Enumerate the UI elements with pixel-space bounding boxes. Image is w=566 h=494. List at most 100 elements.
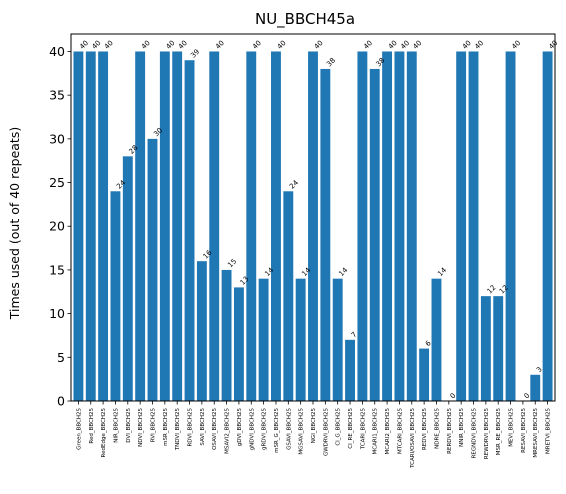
data-label: 30 — [152, 126, 164, 138]
bar — [246, 51, 257, 401]
bar — [258, 278, 269, 401]
x-tick-label: Green_BBCH25 — [76, 408, 82, 450]
x-tick-label: DVI_BBCH25 — [126, 408, 132, 443]
bars-group — [73, 51, 553, 402]
bar — [505, 51, 516, 401]
bar — [85, 51, 96, 401]
data-label: 0 — [523, 392, 532, 401]
data-label: 14 — [436, 266, 448, 278]
bar — [369, 68, 380, 401]
data-label: 0 — [449, 392, 458, 401]
data-label: 3 — [535, 365, 544, 374]
bar — [456, 51, 467, 401]
bar — [122, 156, 133, 401]
data-label: 40 — [214, 39, 226, 51]
data-label: 39 — [189, 48, 201, 60]
y-tick-label: 0 — [57, 394, 65, 409]
data-label: 6 — [424, 339, 433, 348]
data-label: 12 — [486, 284, 498, 296]
data-label: 40 — [399, 39, 411, 51]
bar — [271, 51, 281, 401]
x-tick-label: TCARI_BBCH25 — [360, 408, 366, 451]
y-tick-label: 25 — [49, 175, 65, 190]
x-tick-label: MCARI1_BBCH25 — [373, 408, 379, 455]
x-tick-label: REWDRVI_BBCH25 — [484, 408, 490, 460]
x-tick-label: NGI_BBCH25 — [311, 408, 317, 444]
bar — [357, 51, 368, 401]
bar — [73, 51, 84, 401]
bar — [308, 51, 318, 401]
data-label: 40 — [362, 39, 374, 51]
y-tick-label: 30 — [49, 131, 65, 146]
data-label: 40 — [103, 39, 115, 51]
chart-title: NU_BBCH45a — [255, 10, 355, 29]
x-axis: Green_BBCH25 Red_BBCH25 RedEdge_BBCH25 NIR_… — [76, 401, 552, 469]
bar — [530, 374, 541, 401]
bar — [419, 348, 430, 401]
bar — [184, 60, 195, 402]
x-tick-label: CI_RE_BBCH25 — [348, 408, 354, 449]
data-label: 15 — [226, 257, 238, 269]
y-tick-label: 40 — [49, 44, 65, 59]
bar — [283, 191, 294, 401]
data-label: 40 — [177, 39, 189, 51]
data-label: 40 — [251, 39, 263, 51]
x-tick-label: MGSAVI_BBCH25 — [299, 408, 305, 455]
x-tick-label: gRDVI_BBCH25 — [262, 408, 268, 451]
x-tick-label: NNIR_BBCH25 — [459, 408, 465, 447]
x-tick-label: RVI_BBCH25 — [150, 408, 156, 443]
x-tick-label: GSAVI_BBCH25 — [286, 408, 292, 450]
bar — [135, 51, 146, 401]
bar — [159, 51, 170, 401]
data-label: 40 — [461, 39, 473, 51]
bar — [382, 51, 393, 401]
x-tick-label: MTCARI_BBCH25 — [397, 408, 403, 455]
x-tick-label: NIR_BBCH25 — [113, 408, 119, 443]
x-tick-label: REGNDVI_BBCH25 — [472, 408, 478, 459]
x-tick-label: mSR_G_BBCH25 — [274, 408, 280, 453]
bar — [172, 51, 183, 401]
data-label: 40 — [473, 39, 485, 51]
data-label: 40 — [547, 39, 559, 51]
x-tick-label: NDVI_BBCH25 — [138, 408, 144, 447]
x-tick-label: GWDRVI_BBCH25 — [323, 408, 329, 457]
bar — [295, 278, 306, 401]
x-tick-label: MSAVI2_BBCH25 — [225, 408, 231, 454]
bar — [209, 51, 220, 401]
plot-frame — [70, 33, 556, 402]
data-label: 38 — [325, 56, 337, 68]
bar — [98, 51, 109, 401]
bar — [406, 51, 417, 401]
x-tick-label: Red_BBCH25 — [89, 408, 95, 444]
y-axis-label: Times used (out of 40 repeats) — [7, 127, 22, 320]
x-tick-label: RESAVI_BBCH25 — [521, 407, 527, 452]
bar — [196, 261, 207, 401]
x-tick-label: TNDVI_BBCH25 — [175, 408, 181, 452]
x-tick-label: MRESAVI_BBCH25 — [533, 408, 539, 458]
data-label: 38 — [374, 56, 386, 68]
data-label: 40 — [78, 39, 90, 51]
data-label: 40 — [387, 39, 399, 51]
bar — [493, 296, 504, 401]
data-label: 12 — [498, 284, 510, 296]
bar — [468, 51, 479, 401]
x-tick-label: RedEdge_BBCH25 — [101, 408, 107, 458]
data-label: 40 — [276, 39, 288, 51]
y-tick-label: 5 — [57, 350, 65, 365]
data-label: 7 — [350, 330, 359, 339]
x-tick-label: gNDVI_BBCH25 — [249, 408, 255, 451]
data-label: 28 — [128, 144, 140, 156]
x-tick-label: TCARI/OSAVI_BBCH25 — [410, 408, 416, 469]
bar — [147, 138, 158, 402]
bar — [221, 269, 232, 401]
y-tick-label: 20 — [49, 219, 65, 234]
bar — [542, 51, 553, 401]
x-tick-label: NDRE_BBCH25 — [434, 408, 440, 449]
data-label: 40 — [313, 39, 325, 51]
x-tick-label: RERDVI_BBCH25 — [447, 408, 453, 454]
x-tick-label: REDVI_BBCH25 — [422, 408, 428, 450]
x-tick-label: MRETVI_BBCH25 — [546, 408, 552, 454]
bar — [233, 287, 244, 401]
data-label: 24 — [288, 178, 300, 190]
